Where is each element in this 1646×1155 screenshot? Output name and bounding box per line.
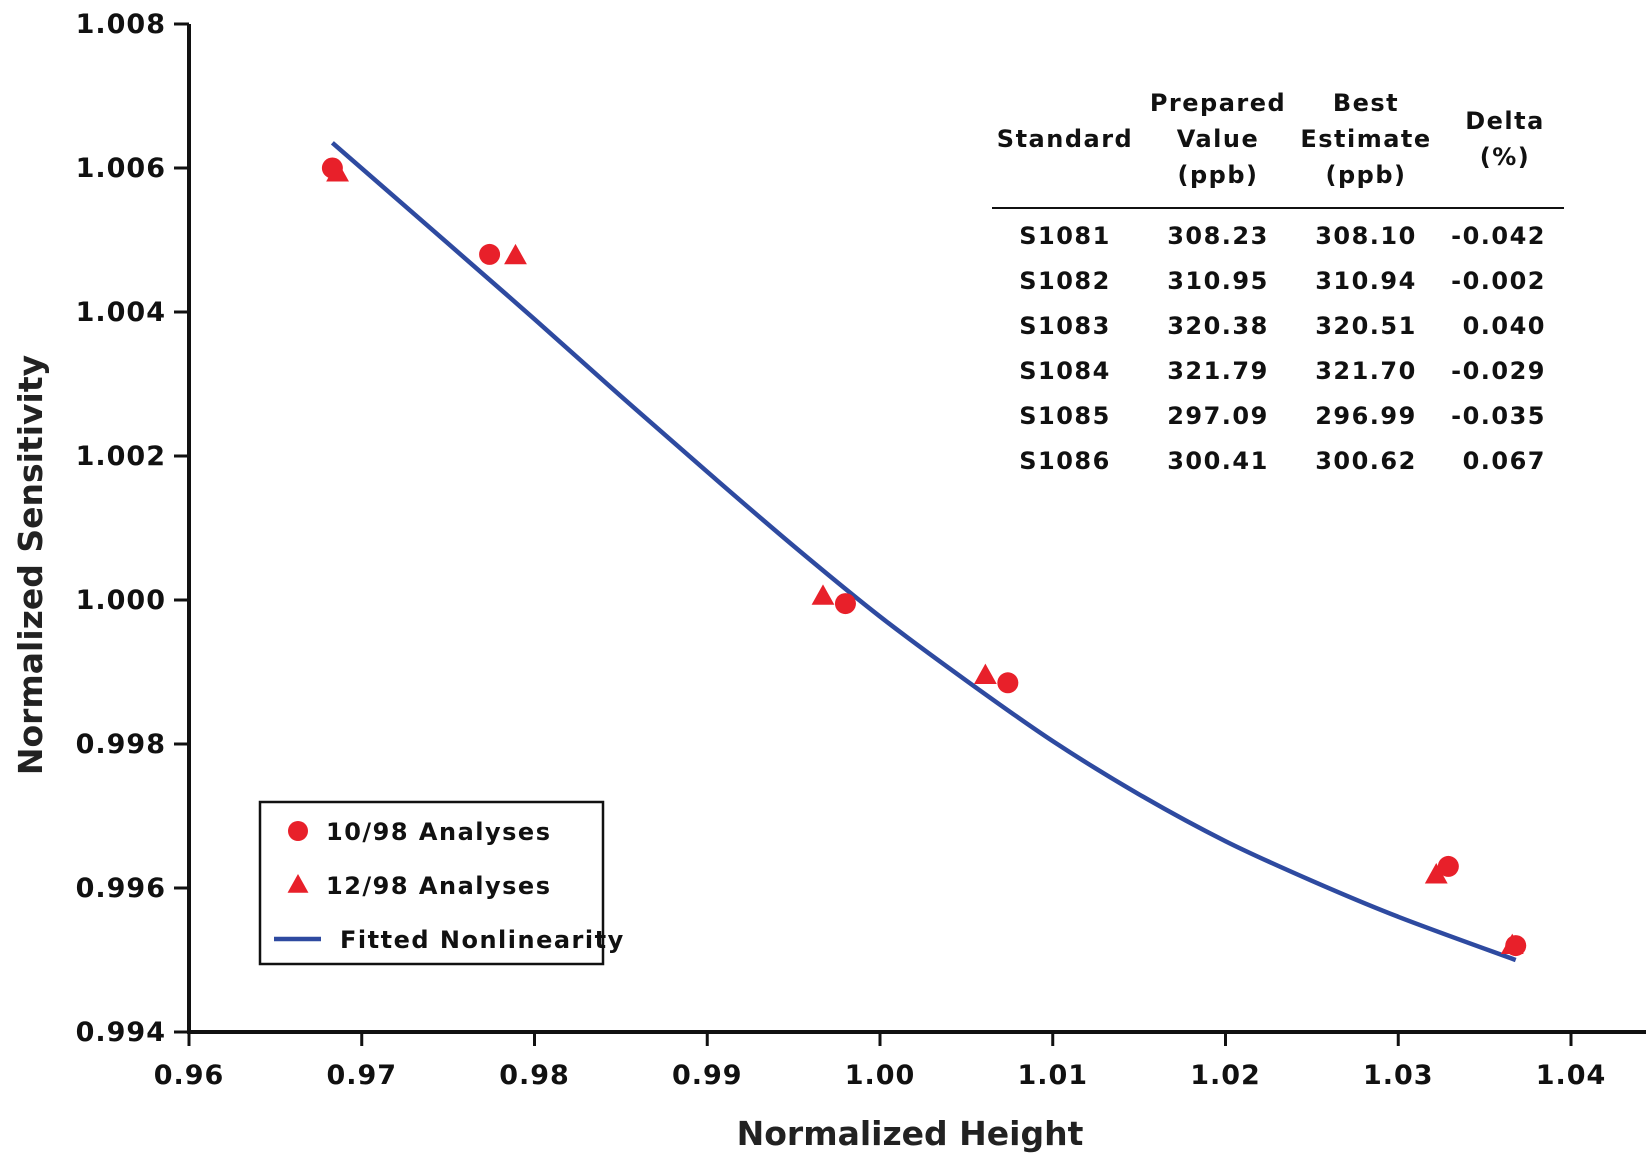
- table-header-cell: Prepared: [1150, 89, 1286, 117]
- fit-line-layer: [330, 141, 1517, 963]
- y-tick-label: 1.000: [76, 585, 166, 616]
- point-12-98: [1424, 863, 1448, 884]
- results-table: Standard Prepared Value (ppb) Best Estimate (p…: [992, 89, 1564, 475]
- points-layer: [321, 157, 1527, 957]
- x-tick-label: 0.96: [154, 1060, 225, 1091]
- table-cell: -0.042: [1451, 222, 1546, 250]
- point-12-98: [811, 584, 835, 605]
- legend-circle-marker: [288, 821, 308, 841]
- y-tick-label: 1.004: [76, 297, 166, 328]
- table-header-cell: Estimate: [1300, 125, 1431, 153]
- table-cell: -0.029: [1451, 357, 1546, 385]
- y-tick-label: 1.002: [76, 441, 166, 472]
- table-cell: 308.10: [1315, 222, 1417, 250]
- y-tick-label: 0.996: [76, 873, 166, 904]
- fitted-nonlinearity-line: [330, 141, 1517, 963]
- legend: 10/98 Analyses 12/98 Analyses Fitted Nonli…: [258, 800, 625, 966]
- table-cell: 297.09: [1167, 402, 1269, 430]
- table-cell: 320.51: [1315, 312, 1417, 340]
- table-cell: 0.040: [1463, 312, 1546, 340]
- table-cell: S1081: [1019, 222, 1111, 250]
- table-cell: S1085: [1019, 402, 1111, 430]
- point-10-98: [479, 243, 501, 265]
- table-cell: S1086: [1019, 447, 1111, 475]
- table-header-cell: Value: [1177, 125, 1260, 153]
- x-tick-label: 1.04: [1536, 1060, 1607, 1091]
- table-cell: 0.067: [1463, 447, 1546, 475]
- table-cell: 308.23: [1167, 222, 1269, 250]
- table-header-cell: (ppb): [1178, 161, 1259, 189]
- axes: [187, 24, 1646, 1034]
- table-header-cell: (%): [1480, 143, 1530, 171]
- point-12-98: [326, 161, 349, 182]
- point-10-98: [997, 672, 1019, 694]
- table-cell: S1082: [1019, 267, 1111, 295]
- point-12-98: [1500, 933, 1524, 954]
- x-tick-label: 0.97: [326, 1060, 397, 1091]
- y-tick-label: 1.006: [76, 153, 166, 184]
- x-tick-label: 0.98: [499, 1060, 570, 1091]
- y-ticks: 0.994 0.996 0.998 1.000 1.002 1.004 1.006 1.008: [76, 9, 189, 1048]
- x-tick-label: 0.99: [672, 1060, 743, 1091]
- legend-label: 12/98 Analyses: [326, 872, 552, 900]
- table-cell: -0.035: [1451, 402, 1546, 430]
- table-cell: 310.95: [1167, 267, 1269, 295]
- table-header-cell: Best: [1333, 89, 1399, 117]
- table-cell: S1084: [1019, 357, 1111, 385]
- table-header-cell: Standard: [997, 125, 1133, 153]
- table-cell: 321.70: [1315, 357, 1417, 385]
- table-cell: 310.94: [1315, 267, 1417, 295]
- table-header-cell: Delta: [1465, 107, 1545, 135]
- point-12-98: [504, 243, 527, 265]
- table-cell: 320.38: [1167, 312, 1269, 340]
- table-header-cell: (ppb): [1326, 161, 1407, 189]
- table-cell: 300.41: [1167, 447, 1269, 475]
- table-cell: 321.79: [1167, 357, 1269, 385]
- x-tick-label: 1.00: [845, 1060, 916, 1091]
- x-tick-label: 1.01: [1017, 1060, 1088, 1091]
- point-10-98: [1437, 855, 1459, 877]
- table-cell: S1083: [1019, 312, 1111, 340]
- y-tick-label: 0.998: [76, 729, 166, 760]
- x-axis-title: Normalized Height: [737, 1114, 1084, 1153]
- table-cell: 296.99: [1315, 402, 1417, 430]
- legend-label: 10/98 Analyses: [326, 818, 552, 846]
- point-12-98: [973, 663, 997, 684]
- x-tick-label: 1.02: [1190, 1060, 1261, 1091]
- table-cell: -0.002: [1451, 267, 1546, 295]
- table-cell: 300.62: [1315, 447, 1417, 475]
- legend-label: Fitted Nonlinearity: [340, 926, 625, 954]
- x-ticks: 0.96 0.97 0.98 0.99 1.00 1.01 1.02 1.03 1.04: [154, 1032, 1607, 1091]
- y-tick-label: 1.008: [76, 9, 166, 40]
- point-10-98: [834, 593, 856, 615]
- y-axis-title: Normalized Sensitivity: [11, 355, 50, 775]
- legend-triangle-marker: [287, 874, 309, 893]
- x-tick-label: 1.03: [1363, 1060, 1434, 1091]
- y-tick-label: 0.994: [76, 1017, 166, 1048]
